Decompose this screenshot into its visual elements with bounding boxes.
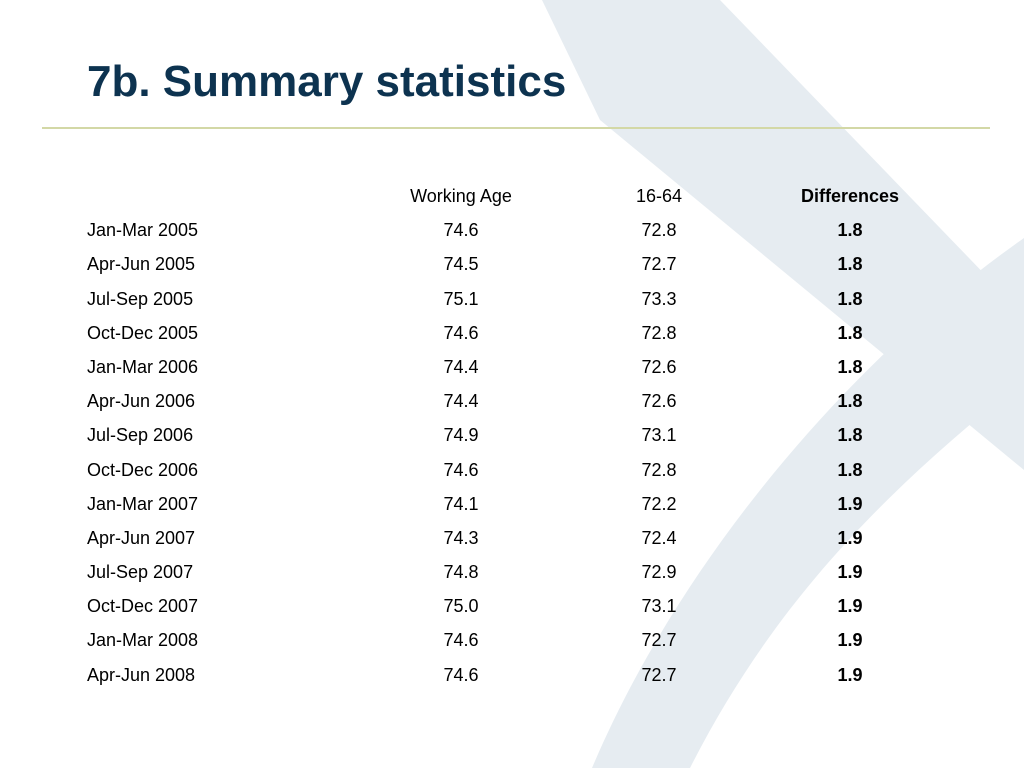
cell-period: Apr-Jun 2008 [87, 664, 196, 685]
cell-difference: 1.9 [837, 562, 863, 583]
cell-working-age: 74.6 [443, 220, 479, 241]
cell-difference: 1.9 [837, 596, 863, 617]
cell-working-age: 74.6 [443, 322, 479, 343]
cell-16-64: 73.1 [641, 596, 677, 617]
cell-difference: 1.9 [837, 630, 863, 651]
cell-difference: 1.8 [837, 220, 863, 241]
cell-16-64: 73.1 [641, 425, 677, 446]
cell-working-age: 74.1 [443, 493, 479, 514]
cell-16-64: 72.4 [641, 527, 677, 548]
cell-working-age: 74.6 [443, 664, 479, 685]
table-header-row: Working Age 16-64 Differences [0, 179, 1024, 213]
cell-16-64: 72.9 [641, 562, 677, 583]
cell-period: Jan-Mar 2008 [87, 630, 199, 651]
title-divider [42, 127, 990, 129]
table-row: Jul-Sep 2006 74.9 73.1 1.8 [0, 418, 1024, 452]
cell-working-age: 74.3 [443, 527, 479, 548]
watermark-sweep-band [592, 238, 1024, 768]
cell-working-age: 74.4 [443, 391, 479, 412]
cell-16-64: 72.6 [641, 356, 677, 377]
header-differences: Differences [800, 186, 900, 206]
cell-16-64: 72.8 [641, 459, 677, 480]
table-body: Jan-Mar 2005 74.6 72.8 1.8 Apr-Jun 2005 74.5 7… [0, 213, 1024, 692]
cell-difference: 1.8 [837, 425, 863, 446]
cell-16-64: 72.2 [641, 493, 677, 514]
cell-working-age: 74.6 [443, 630, 479, 651]
cell-16-64: 72.7 [641, 664, 677, 685]
cell-difference: 1.9 [837, 527, 863, 548]
cell-period: Jan-Mar 2005 [87, 220, 199, 241]
cell-working-age: 75.1 [443, 288, 479, 309]
cell-period: Apr-Jun 2007 [87, 527, 196, 548]
cell-working-age: 74.6 [443, 459, 479, 480]
table-row: Oct-Dec 2006 74.6 72.8 1.8 [0, 453, 1024, 487]
cell-difference: 1.8 [837, 322, 863, 343]
table-row: Apr-Jun 2008 74.6 72.7 1.9 [0, 658, 1024, 692]
cell-difference: 1.9 [837, 664, 863, 685]
cell-period: Jan-Mar 2007 [87, 493, 199, 514]
table-row: Apr-Jun 2007 74.3 72.4 1.9 [0, 521, 1024, 555]
table-row: Jan-Mar 2005 74.6 72.8 1.8 [0, 213, 1024, 247]
cell-period: Apr-Jun 2005 [87, 254, 196, 275]
cell-16-64: 72.7 [641, 254, 677, 275]
header-working-age: Working Age [410, 186, 512, 206]
cell-16-64: 72.7 [641, 630, 677, 651]
cell-working-age: 74.4 [443, 356, 479, 377]
cell-period: Oct-Dec 2006 [87, 459, 199, 480]
page-title: 7b. Summary statistics [87, 57, 567, 106]
cell-difference: 1.9 [837, 493, 863, 514]
cell-working-age: 74.5 [443, 254, 479, 275]
table-row: Apr-Jun 2005 74.5 72.7 1.8 [0, 247, 1024, 281]
table-row: Apr-Jun 2006 74.4 72.6 1.8 [0, 384, 1024, 418]
header-16-64: 16-64 [635, 186, 683, 206]
cell-period: Jul-Sep 2006 [87, 425, 194, 446]
cell-16-64: 73.3 [641, 288, 677, 309]
cell-period: Jul-Sep 2005 [87, 288, 194, 309]
cell-difference: 1.8 [837, 459, 863, 480]
cell-period: Jan-Mar 2006 [87, 356, 199, 377]
table-row: Jul-Sep 2007 74.8 72.9 1.9 [0, 555, 1024, 589]
cell-difference: 1.8 [837, 391, 863, 412]
cell-16-64: 72.6 [641, 391, 677, 412]
cell-working-age: 75.0 [443, 596, 479, 617]
table-row: Jan-Mar 2007 74.1 72.2 1.9 [0, 487, 1024, 521]
table-row: Oct-Dec 2005 74.6 72.8 1.8 [0, 316, 1024, 350]
cell-period: Apr-Jun 2006 [87, 391, 196, 412]
table-row: Jan-Mar 2008 74.6 72.7 1.9 [0, 623, 1024, 657]
table-row: Jul-Sep 2005 75.1 73.3 1.8 [0, 282, 1024, 316]
cell-16-64: 72.8 [641, 322, 677, 343]
cell-working-age: 74.9 [443, 425, 479, 446]
table-row: Oct-Dec 2007 75.0 73.1 1.9 [0, 589, 1024, 623]
cell-working-age: 74.8 [443, 562, 479, 583]
cell-difference: 1.8 [837, 288, 863, 309]
cell-difference: 1.8 [837, 254, 863, 275]
cell-period: Jul-Sep 2007 [87, 562, 194, 583]
summary-table: Working Age 16-64 Differences Jan-Mar 20… [0, 179, 1024, 692]
cell-16-64: 72.8 [641, 220, 677, 241]
cell-period: Oct-Dec 2005 [87, 322, 199, 343]
table-row: Jan-Mar 2006 74.4 72.6 1.8 [0, 350, 1024, 384]
cell-period: Oct-Dec 2007 [87, 596, 199, 617]
cell-difference: 1.8 [837, 356, 863, 377]
